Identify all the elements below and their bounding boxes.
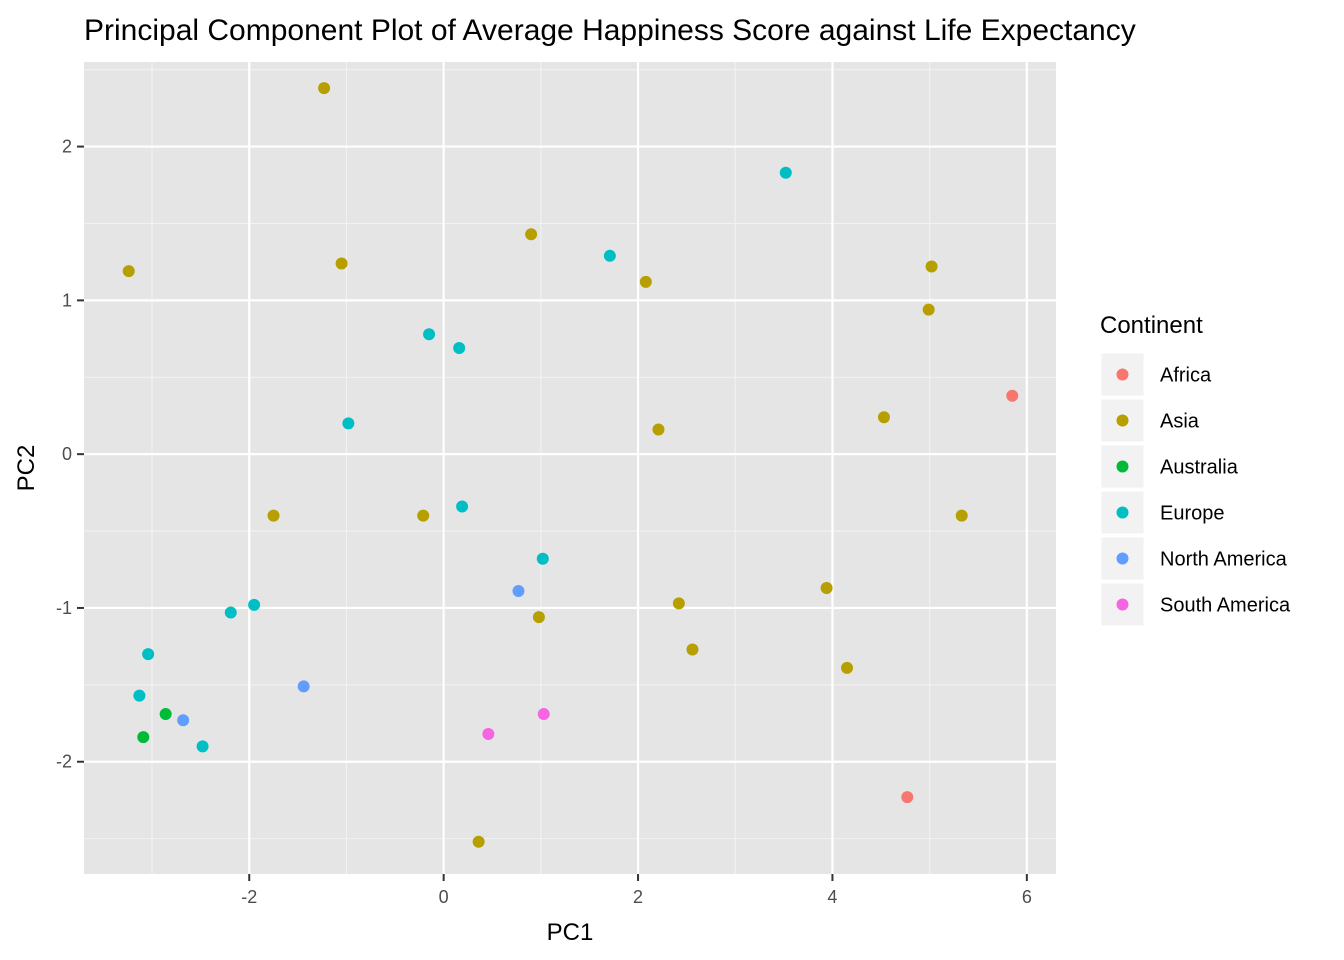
x-axis: -2 0 2 4 6 xyxy=(241,874,1032,907)
x-tick-label: 0 xyxy=(439,887,449,907)
legend-marker-north-america xyxy=(1116,552,1129,565)
point-asia xyxy=(639,275,652,288)
point-europe xyxy=(196,740,209,753)
legend-marker-south-america xyxy=(1116,598,1129,611)
y-tick-label: 2 xyxy=(62,137,72,157)
point-north-america xyxy=(177,714,190,727)
x-tick-label: -2 xyxy=(241,887,257,907)
x-tick-label: 6 xyxy=(1022,887,1032,907)
point-europe xyxy=(779,166,792,179)
point-asia xyxy=(652,423,665,436)
y-tick-label: -2 xyxy=(56,752,72,772)
legend-label-africa: Africa xyxy=(1160,365,1212,387)
point-asia xyxy=(672,597,685,610)
point-north-america xyxy=(512,585,525,598)
point-europe xyxy=(133,689,146,702)
point-asia xyxy=(417,509,430,522)
point-europe xyxy=(342,417,355,430)
point-south-america xyxy=(482,728,495,741)
y-tick-label: 0 xyxy=(62,444,72,464)
point-asia xyxy=(922,303,935,316)
point-asia xyxy=(877,411,890,424)
point-europe xyxy=(142,648,155,661)
point-asia xyxy=(841,661,854,674)
point-europe xyxy=(536,552,549,565)
point-asia xyxy=(122,265,135,278)
legend-label-asia: Asia xyxy=(1160,411,1200,433)
point-australia xyxy=(159,708,172,721)
point-africa xyxy=(901,791,914,804)
point-south-america xyxy=(537,708,550,721)
plot-panel xyxy=(84,62,1056,874)
grid-major xyxy=(84,62,1056,874)
y-axis: -2 -1 0 1 2 xyxy=(56,137,84,772)
legend-label-europe: Europe xyxy=(1160,503,1225,525)
grid-minor xyxy=(84,62,1056,874)
legend-title: Continent xyxy=(1100,312,1203,339)
point-asia xyxy=(686,643,699,656)
point-asia xyxy=(820,581,833,594)
point-asia xyxy=(318,82,331,95)
point-north-america xyxy=(297,680,310,693)
points xyxy=(122,82,1019,848)
point-asia xyxy=(925,260,938,273)
point-asia xyxy=(267,509,280,522)
chart-title: Principal Component Plot of Average Happ… xyxy=(84,14,1136,47)
point-europe xyxy=(248,598,261,611)
point-asia xyxy=(532,611,545,624)
point-asia xyxy=(472,835,485,848)
point-asia xyxy=(955,509,968,522)
point-europe xyxy=(423,328,436,341)
legend-label-north-america: North America xyxy=(1160,549,1288,571)
legend-label-south-america: South America xyxy=(1160,595,1291,617)
y-tick-label: 1 xyxy=(62,290,72,310)
x-tick-label: 2 xyxy=(633,887,643,907)
legend-marker-asia xyxy=(1116,414,1129,427)
x-axis-title: PC1 xyxy=(547,919,594,946)
point-asia xyxy=(335,257,348,270)
point-europe xyxy=(456,500,469,513)
legend-label-australia: Australia xyxy=(1160,457,1239,479)
legend: Continent Africa Asia Australia Europe North… xyxy=(1100,312,1291,627)
legend-marker-europe xyxy=(1116,506,1129,519)
y-axis-title: PC2 xyxy=(13,445,40,492)
legend-key-asia xyxy=(1100,398,1145,443)
legend-marker-australia xyxy=(1116,460,1129,473)
point-australia xyxy=(137,731,150,744)
point-africa xyxy=(1006,389,1019,402)
x-tick-label: 4 xyxy=(827,887,837,907)
legend-marker-africa xyxy=(1116,368,1129,381)
point-asia xyxy=(525,228,538,241)
point-europe xyxy=(224,606,237,619)
point-europe xyxy=(453,342,466,355)
point-europe xyxy=(603,249,616,262)
y-tick-label: -1 xyxy=(56,598,72,618)
